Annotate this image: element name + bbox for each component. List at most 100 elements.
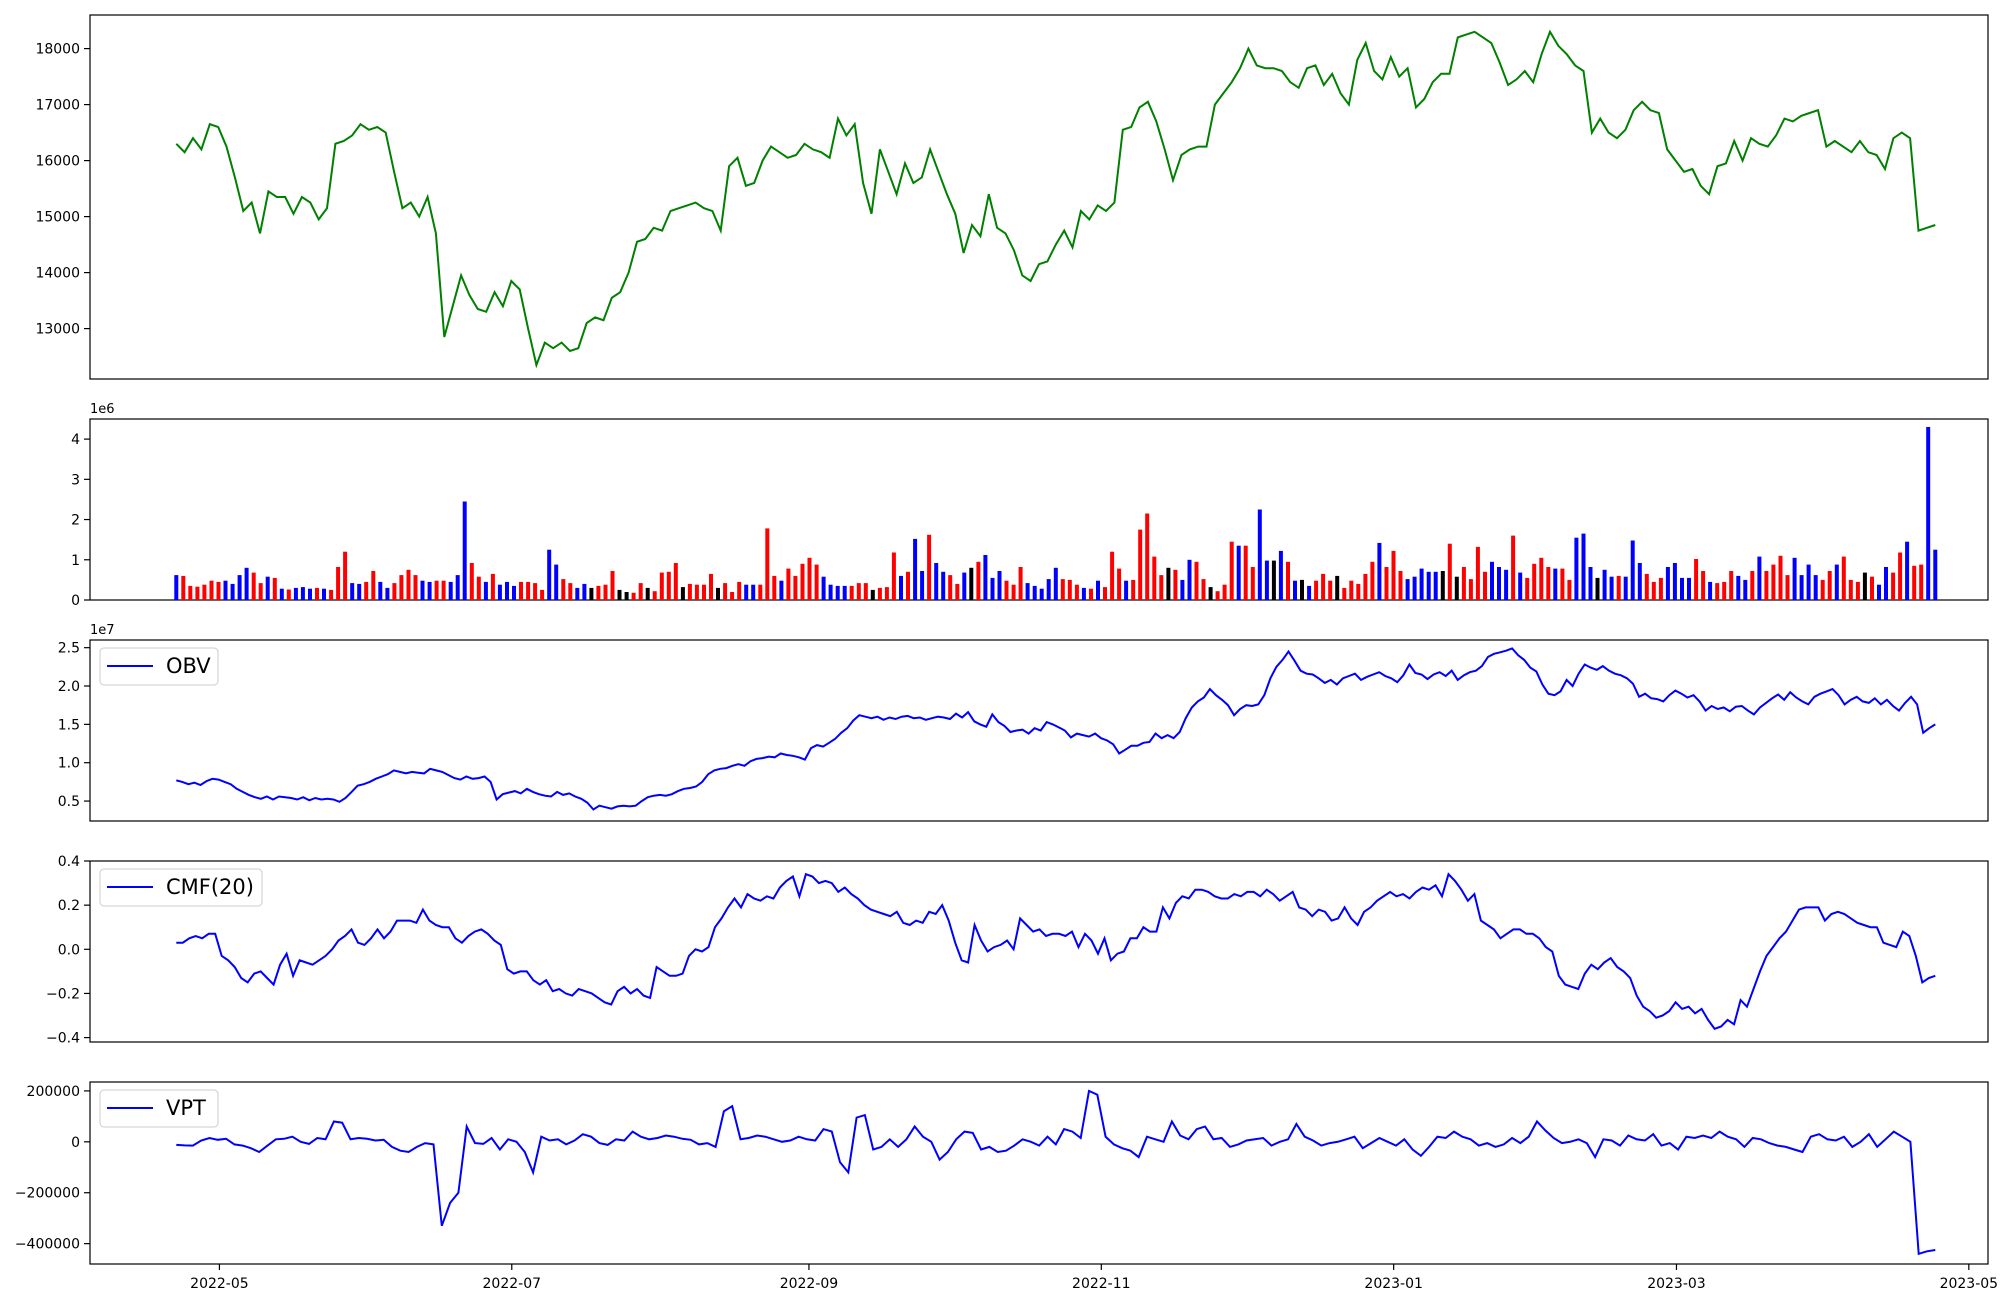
volume-bar (1806, 564, 1811, 600)
volume-bar (448, 581, 453, 600)
volume-bar (1870, 576, 1874, 600)
volume-bar (195, 586, 200, 600)
volume-bar (1321, 573, 1326, 600)
volume-bar (490, 573, 495, 600)
obv-legend: OBV (99, 647, 219, 686)
volume-bar (1827, 571, 1832, 600)
volume-bar (800, 563, 805, 600)
volume-bar (983, 555, 988, 600)
volume-bar (1447, 543, 1452, 600)
vpt-legend-label: VPT (166, 1096, 206, 1120)
volume-bar (694, 584, 699, 600)
volume-bar (244, 567, 249, 600)
volume-bar (1257, 509, 1262, 600)
volume-bar (293, 587, 298, 600)
volume-bar (1504, 569, 1509, 600)
volume-bar (680, 587, 685, 600)
x-tick-label: 2023-05 (1940, 1276, 1999, 1292)
volume-bar (1567, 579, 1572, 600)
volume-bar (1708, 581, 1713, 600)
vpt-y-ticks: −400000 −200000 0 200000 (15, 1084, 90, 1253)
volume-bar (793, 575, 798, 600)
cmf-y-ticks: −0.4 −0.2 0.0 0.2 0.4 (46, 854, 90, 1047)
volume-bar (1701, 571, 1706, 600)
volume-bar (1834, 564, 1839, 600)
y-tick-label: 17000 (35, 98, 80, 114)
volume-bar (744, 584, 749, 600)
volume-bar (343, 551, 348, 600)
volume-bar (533, 583, 538, 600)
volume-bar (1208, 587, 1213, 600)
volume-bar (856, 583, 861, 600)
y-tick-label: 13000 (35, 322, 80, 338)
volume-bar (1616, 575, 1621, 600)
volume-bar (476, 576, 481, 600)
y-tick-label: 1 (71, 553, 80, 569)
y-tick-label: −400000 (15, 1237, 80, 1253)
x-tick-label: 2022-07 (483, 1276, 542, 1292)
volume-bar (849, 585, 854, 600)
volume-bar (505, 581, 509, 600)
volume-bar (1595, 577, 1600, 600)
volume-bar (828, 584, 833, 600)
volume-bar (1581, 533, 1586, 600)
volume-bar (589, 587, 594, 600)
volume-bar (230, 583, 235, 600)
volume-bar (469, 563, 474, 600)
volume-bar (1891, 572, 1896, 600)
volume-bar (1419, 568, 1424, 600)
vpt-panel: −400000 −200000 0 200000 VPT (15, 1081, 1989, 1265)
volume-bar (357, 583, 362, 600)
volume-bar (870, 589, 875, 600)
volume-bar (1855, 581, 1860, 600)
volume-panel: 0 1 2 3 4 1e6 (71, 402, 1989, 609)
volume-bar (631, 592, 636, 600)
volume-bar (1715, 583, 1720, 600)
volume-bars (174, 427, 1938, 600)
price-panel: 13000 14000 15000 16000 17000 18000 (35, 14, 1989, 380)
volume-bar (1574, 537, 1579, 600)
vpt-legend: VPT (99, 1089, 219, 1128)
volume-bar (814, 564, 819, 600)
obv-legend-label: OBV (166, 654, 211, 678)
volume-bar (948, 575, 953, 600)
volume-bar (920, 571, 925, 600)
y-tick-label: 0.4 (58, 854, 80, 870)
volume-bar (519, 581, 523, 600)
volume-bar (1314, 580, 1319, 600)
volume-bar (1053, 567, 1058, 600)
volume-bar (1398, 571, 1403, 600)
volume-bar (1511, 535, 1516, 600)
volume-bar (1229, 541, 1234, 600)
price-y-ticks: 13000 14000 15000 16000 17000 18000 (35, 42, 90, 338)
volume-bar (1799, 575, 1804, 600)
volume-bar (1243, 545, 1248, 600)
volume-bar (1658, 577, 1663, 600)
volume-bar (772, 575, 777, 600)
volume-bar (1405, 579, 1410, 600)
volume-bar (406, 569, 411, 600)
volume-bar (554, 564, 559, 600)
y-tick-label: 2 (71, 513, 80, 529)
volume-bar (1131, 579, 1136, 600)
volume-bar (1180, 579, 1185, 600)
volume-bar (1286, 561, 1290, 600)
volume-bar (1588, 567, 1593, 600)
volume-bar (1166, 567, 1171, 600)
volume-bar (1651, 581, 1656, 600)
y-tick-label: 0.0 (58, 942, 80, 958)
volume-bar (1848, 579, 1853, 600)
volume-bar (899, 575, 903, 600)
volume-plot-area (89, 418, 1989, 601)
volume-bar (673, 563, 678, 600)
volume-bar (758, 584, 763, 600)
volume-bar (364, 581, 369, 600)
obv-y-ticks: 0.5 1.0 1.5 2.0 2.5 (58, 641, 90, 810)
volume-bar (941, 571, 946, 600)
vpt-plot-area (89, 1081, 1989, 1265)
volume-bar (1687, 577, 1691, 600)
y-tick-label: 3 (71, 472, 80, 488)
volume-bar (835, 585, 840, 600)
volume-bar (1046, 579, 1051, 600)
